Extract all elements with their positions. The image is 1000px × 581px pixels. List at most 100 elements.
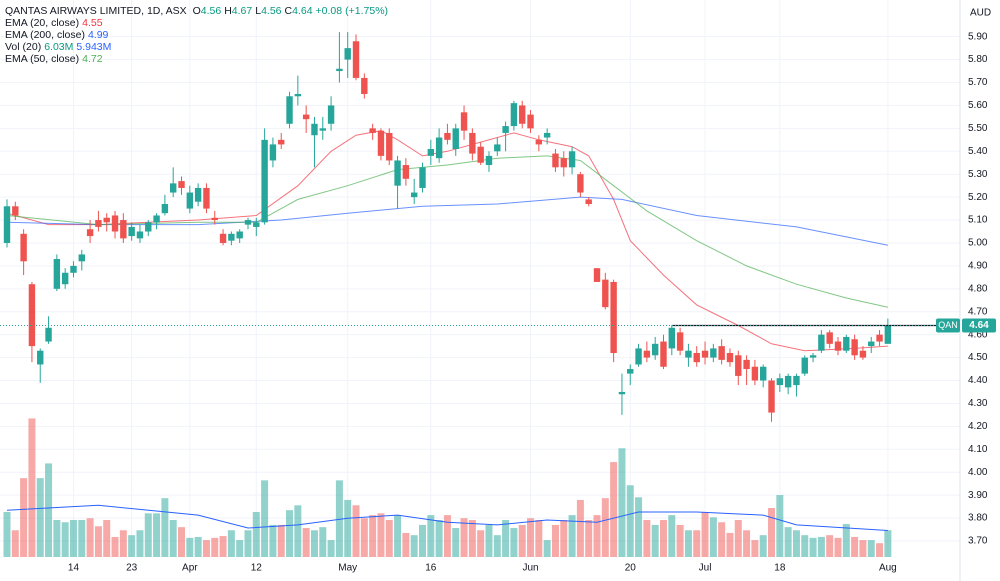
- x-tick-label: Jun: [522, 563, 538, 574]
- indicator-name: EMA (50, close): [5, 53, 80, 65]
- candle-body: [651, 343, 659, 356]
- candle-body: [485, 155, 493, 166]
- candle-body: [834, 341, 842, 351]
- volume-bar: [817, 536, 825, 557]
- symbol-badge: [936, 318, 960, 333]
- y-tick-label: 4.70: [968, 306, 988, 317]
- price-badge-text: 4.64: [969, 320, 989, 331]
- ohlc-label: L: [255, 5, 262, 17]
- candle-body: [386, 132, 393, 161]
- candle-body: [602, 279, 609, 308]
- candle-body: [419, 167, 426, 188]
- volume-ma-line: [6, 504, 888, 531]
- volume-bar: [751, 540, 759, 557]
- volume-bar: [252, 511, 260, 557]
- volume-bar: [460, 518, 468, 557]
- candle-body: [228, 233, 235, 241]
- y-tick-label: 4.80: [968, 283, 988, 294]
- candle-body: [136, 231, 144, 239]
- candle-body: [161, 204, 169, 214]
- ohlc-value: 4.67: [231, 5, 253, 17]
- volume-bar: [178, 527, 186, 557]
- volume-bar: [668, 515, 676, 557]
- y-tick-label: 5.50: [968, 123, 988, 134]
- candle-body: [45, 327, 52, 342]
- candle-body: [801, 357, 808, 374]
- currency-label: AUD: [970, 8, 991, 19]
- y-tick-label: 4.30: [968, 398, 988, 409]
- indicator-name: EMA (200, close): [5, 29, 85, 41]
- ohlc-label: C: [284, 5, 293, 17]
- volume-bar: [551, 524, 559, 557]
- indicator-row: EMA (50, close) 4.72: [5, 53, 391, 65]
- volume-bar: [369, 515, 377, 557]
- volume-bar: [419, 524, 426, 557]
- volume-bar: [410, 535, 418, 557]
- volume-bar: [867, 540, 875, 557]
- change-percent: (+1.75%): [345, 5, 389, 17]
- volume-bar: [144, 513, 152, 557]
- y-tick-label: 5.40: [968, 146, 988, 157]
- indicator-row: Vol (20) 6.03M 5.943M: [5, 41, 391, 53]
- candle-body: [735, 355, 742, 376]
- y-tick-label: 4.20: [968, 421, 988, 432]
- ema-line: [6, 196, 888, 246]
- volume-bar: [618, 448, 626, 557]
- symbol-title: QANTAS AIRWAYS LIMITED, 1D, ASX: [5, 5, 187, 17]
- candle-body: [469, 132, 476, 154]
- candle-body: [560, 158, 567, 168]
- candle-body: [494, 144, 501, 152]
- volume-bar: [701, 511, 709, 557]
- symbol-badge-text: QAN: [938, 320, 958, 330]
- volume-bar: [510, 528, 518, 557]
- volume-bar: [568, 515, 576, 557]
- y-tick-label: 5.30: [968, 169, 988, 180]
- candle-body: [86, 229, 94, 237]
- indicator-row: EMA (20, close) 4.55: [5, 17, 391, 29]
- volume-bar: [792, 530, 800, 557]
- volume-bar: [169, 520, 177, 557]
- volume-bar: [743, 530, 751, 557]
- volume-bar: [94, 526, 102, 557]
- volume-bar: [11, 530, 19, 557]
- volume-bar: [718, 522, 726, 557]
- candle-body: [377, 130, 385, 156]
- x-tick-label: 18: [774, 563, 786, 574]
- candle-body: [527, 114, 534, 129]
- candle-body: [236, 231, 243, 239]
- volume-bar: [626, 485, 634, 557]
- candle-body: [70, 265, 77, 273]
- candle-body: [319, 128, 326, 131]
- candle-body: [660, 341, 667, 367]
- volume-bar: [443, 515, 451, 557]
- volume-bar: [45, 463, 53, 557]
- candle-body: [843, 336, 850, 351]
- y-tick-label: 3.90: [968, 490, 988, 501]
- x-tick-label: 12: [251, 563, 263, 574]
- volume-bar: [103, 520, 111, 557]
- candle-body: [776, 378, 784, 386]
- ohlc-value: 4.56: [200, 5, 222, 17]
- volume-bar: [502, 520, 510, 557]
- indicator-value: 5.943M: [76, 41, 112, 53]
- volume-bar: [543, 540, 551, 557]
- candle-body: [768, 380, 775, 413]
- volume-bar: [111, 536, 119, 557]
- volume-bar: [86, 518, 94, 557]
- indicator-row: EMA (200, close) 4.99: [5, 29, 391, 41]
- volume-bar: [826, 535, 834, 557]
- volume-bar: [360, 518, 368, 557]
- volume-bar: [709, 517, 717, 557]
- candle-body: [552, 153, 559, 168]
- candle-body: [427, 148, 435, 156]
- volume-bar: [69, 520, 77, 557]
- candle-body: [261, 139, 268, 223]
- volume-bar: [202, 540, 210, 557]
- volume-bar: [402, 532, 410, 557]
- volume-bar: [186, 537, 194, 557]
- candle-body: [818, 334, 825, 351]
- candle-body: [543, 132, 551, 138]
- candle-body: [701, 350, 709, 358]
- candle-body: [278, 139, 285, 145]
